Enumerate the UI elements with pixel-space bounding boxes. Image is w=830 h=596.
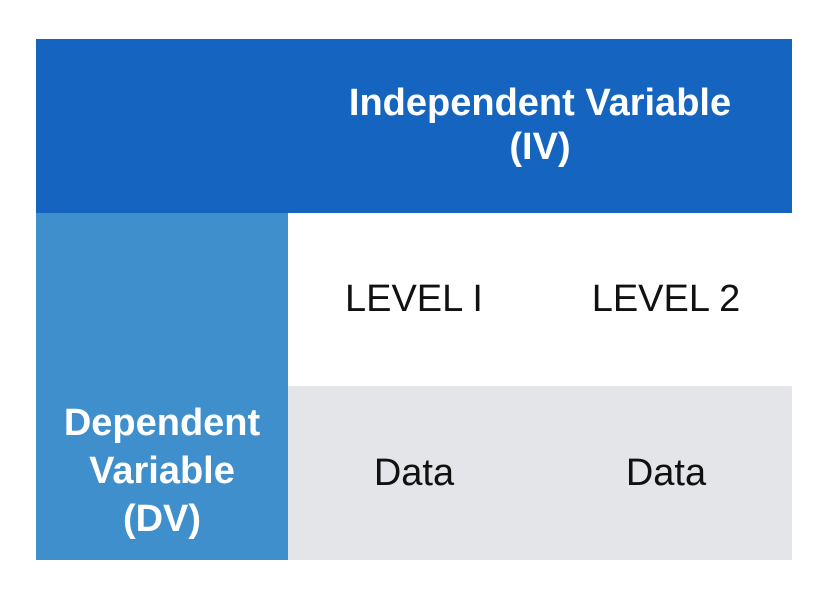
iv-dv-table: Independent Variable (IV) Dependent Vari…: [36, 39, 792, 560]
dv-title-line1: Dependent: [63, 402, 261, 444]
iv-header-row: Independent Variable (IV): [36, 39, 792, 213]
level-2-cell: LEVEL 2: [591, 278, 741, 320]
dv-column: Dependent Variable (DV): [36, 213, 288, 560]
data-row: Data Data: [288, 386, 792, 560]
data-cell-level-2: Data: [625, 451, 707, 494]
iv-title: Independent Variable (IV): [288, 81, 792, 169]
level-1-cell: LEVEL I: [344, 278, 483, 320]
iv-title-line1: Independent Variable: [348, 82, 732, 124]
dv-title-line2: Variable: [89, 450, 235, 492]
dv-title: Dependent Variable (DV): [36, 399, 288, 543]
dv-title-line3: (DV): [122, 498, 202, 540]
iv-title-line2: (IV): [509, 126, 571, 168]
levels-row: LEVEL I LEVEL 2: [288, 213, 792, 386]
data-cell-level-1: Data: [373, 451, 455, 494]
